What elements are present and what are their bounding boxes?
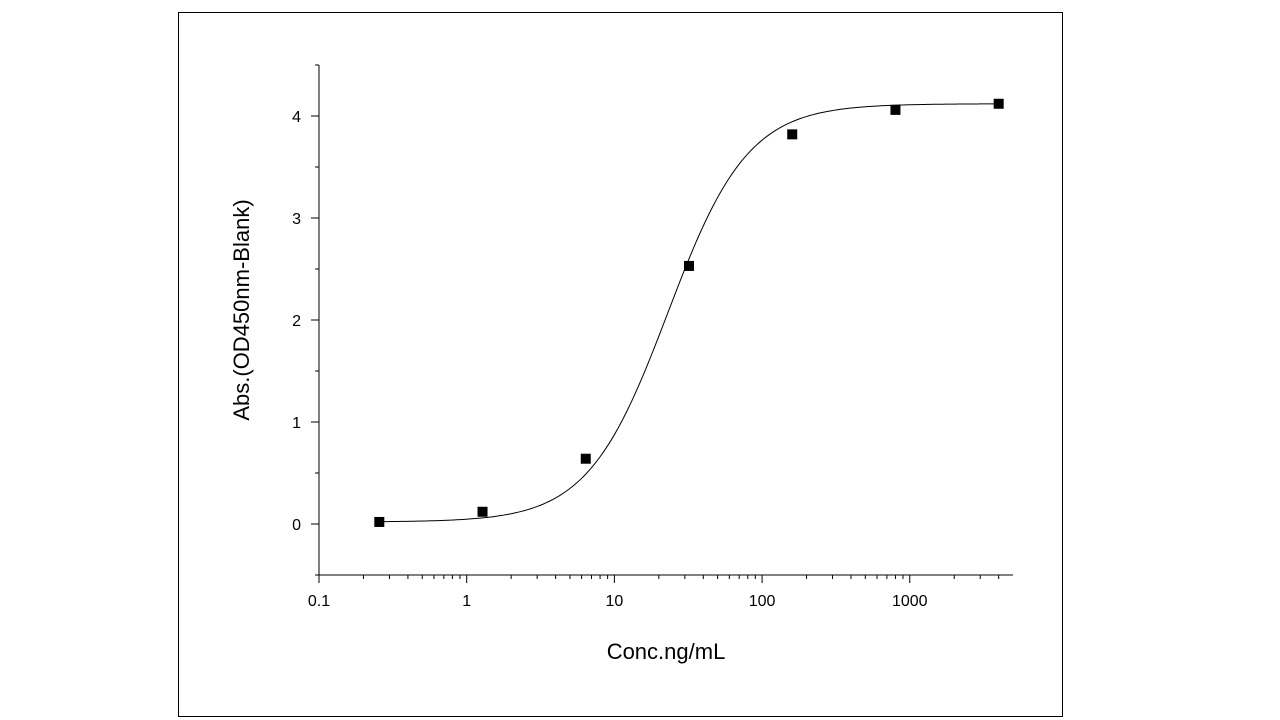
y-tick-label: 2: [292, 313, 301, 330]
x-tick-label: 1000: [892, 593, 928, 610]
x-tick-label: 10: [605, 593, 623, 610]
ticks: 0 1 2 3 4 0.1 1 10 100 1000: [292, 64, 1000, 610]
x-axis-label: Conc.ng/mL: [607, 639, 726, 664]
data-point-marker: [374, 516, 385, 527]
y-axis-label: Abs.(OD450nm-Blank): [229, 199, 254, 420]
data-point-marker: [580, 453, 591, 464]
x-tick-label: 100: [749, 593, 776, 610]
data-markers: [374, 98, 1004, 527]
chart-frame: 0 1 2 3 4 0.1 1 10 100 1000 Conc.ng/mL Abs.(OD450…: [178, 12, 1063, 717]
y-tick-label: 0: [292, 517, 301, 534]
data-point-marker: [993, 98, 1004, 109]
y-tick-label: 3: [292, 211, 301, 228]
x-tick-label: 1: [462, 593, 471, 610]
data-point-marker: [477, 506, 488, 517]
data-point-marker: [890, 104, 901, 115]
data-point-marker: [787, 129, 798, 140]
data-point-marker: [683, 260, 694, 271]
fit-curve: [379, 103, 999, 523]
y-tick-label: 4: [292, 109, 301, 126]
standard-curve-chart: 0 1 2 3 4 0.1 1 10 100 1000 Conc.ng/mL Abs.(OD450…: [229, 64, 1013, 664]
axes: [318, 65, 1013, 576]
x-tick-label: 0.1: [308, 593, 330, 610]
y-tick-label: 1: [292, 415, 301, 432]
